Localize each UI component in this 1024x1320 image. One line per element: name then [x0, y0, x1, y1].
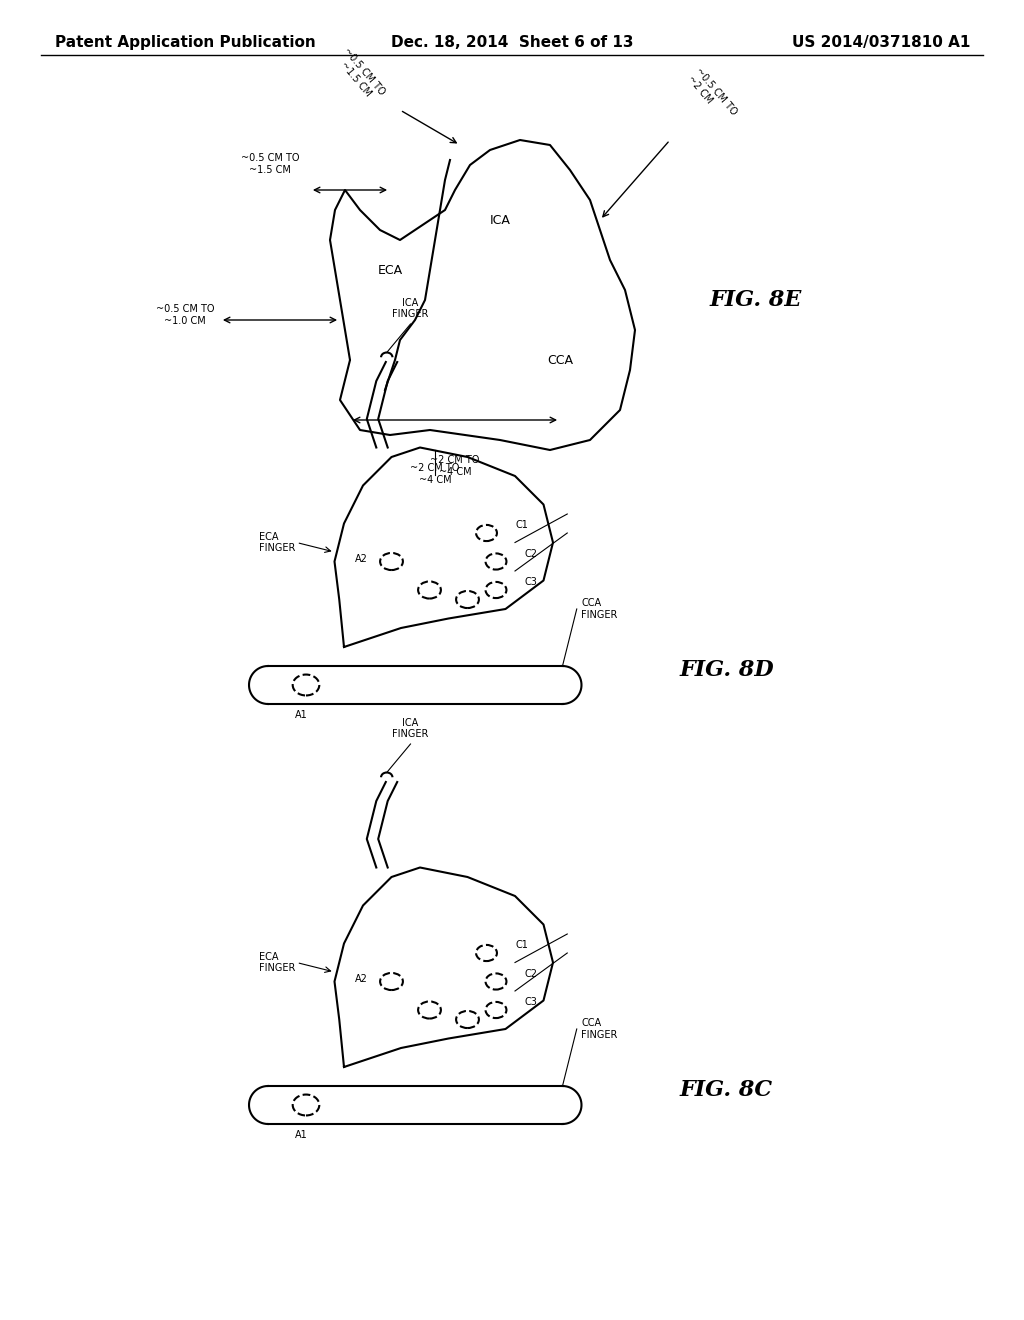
Text: C3: C3 — [524, 577, 538, 587]
Text: FIG. 8E: FIG. 8E — [710, 289, 803, 312]
Text: CCA
FINGER: CCA FINGER — [582, 598, 617, 620]
Text: US 2014/0371810 A1: US 2014/0371810 A1 — [792, 36, 970, 50]
Text: ECA
FINGER: ECA FINGER — [258, 532, 295, 553]
Text: C1: C1 — [515, 520, 528, 531]
Text: ~0.5 CM TO
~1.5 CM: ~0.5 CM TO ~1.5 CM — [333, 46, 387, 106]
Text: ICA
FINGER: ICA FINGER — [392, 297, 429, 319]
Text: ~2 CM TO
~4 CM: ~2 CM TO ~4 CM — [430, 455, 479, 477]
Text: ECA
FINGER: ECA FINGER — [258, 952, 295, 973]
Text: Patent Application Publication: Patent Application Publication — [55, 36, 315, 50]
Text: Dec. 18, 2014  Sheet 6 of 13: Dec. 18, 2014 Sheet 6 of 13 — [391, 36, 633, 50]
Text: A1: A1 — [295, 1130, 307, 1140]
Text: C2: C2 — [524, 969, 538, 978]
Text: C3: C3 — [524, 997, 538, 1007]
Text: C1: C1 — [515, 940, 528, 950]
Text: ICA: ICA — [489, 214, 510, 227]
Text: A1: A1 — [295, 710, 307, 721]
Text: A2: A2 — [355, 974, 368, 983]
Text: C2: C2 — [524, 549, 538, 558]
Text: FIG. 8D: FIG. 8D — [680, 659, 774, 681]
Text: A2: A2 — [355, 553, 368, 564]
Text: FIG. 8C: FIG. 8C — [680, 1078, 773, 1101]
Text: ECA: ECA — [378, 264, 402, 276]
Text: ~0.5 CM TO
~1.5 CM: ~0.5 CM TO ~1.5 CM — [241, 153, 299, 176]
Text: ~0.5 CM TO
~2 CM: ~0.5 CM TO ~2 CM — [685, 66, 739, 125]
Text: CCA
FINGER: CCA FINGER — [582, 1018, 617, 1040]
Text: CCA: CCA — [547, 354, 573, 367]
Text: ICA
FINGER: ICA FINGER — [392, 718, 429, 739]
Text: ~0.5 CM TO
~1.0 CM: ~0.5 CM TO ~1.0 CM — [156, 304, 214, 326]
Text: ~2 CM TO
~4 CM: ~2 CM TO ~4 CM — [411, 463, 460, 484]
